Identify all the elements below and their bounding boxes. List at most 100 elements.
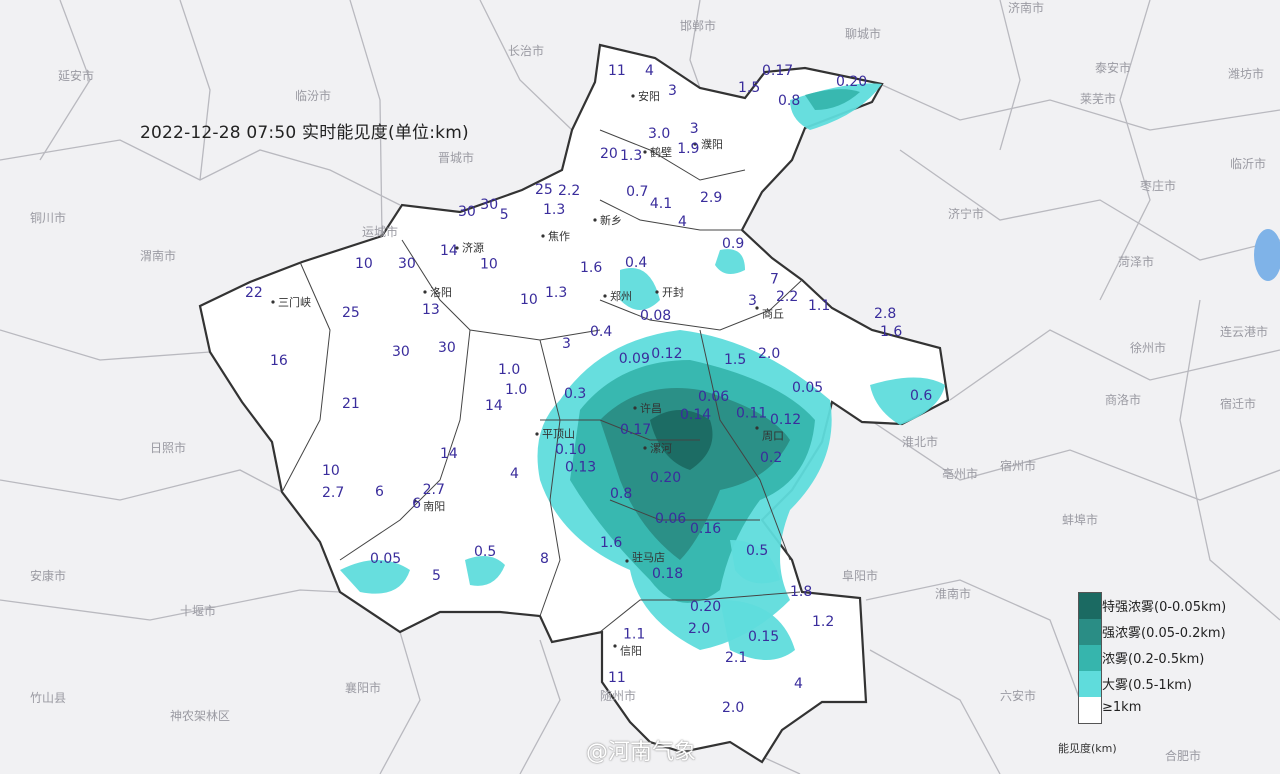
visibility-value: 21 [342,396,360,412]
city-dot [755,306,759,310]
visibility-value: 1.3 [620,148,642,164]
neighbor-boundary [519,639,561,774]
visibility-value: 1.3 [543,202,565,218]
province-city-label: 周口 [762,429,784,442]
visibility-value: 4 [510,466,519,482]
visibility-value: 0.12 [651,346,682,362]
fog-area [720,600,795,660]
visibility-value: 0.20 [650,470,681,486]
neighbor-city-label: 长治市 [508,43,544,58]
visibility-value: 30 [392,344,410,360]
visibility-value: 2.0 [688,621,710,637]
visibility-value: 0.5 [746,543,768,559]
neighbor-city-label: 随州市 [600,688,636,703]
city-dot [455,246,459,250]
neighbor-city-label: 十堰市 [180,603,216,618]
visibility-value: 5 [500,207,509,223]
neighbor-city-label: 宿迁市 [1220,396,1256,411]
province-city-label: 洛阳 [430,285,452,299]
province-city-label: 南阳 [423,500,445,513]
neighbor-city-label: 济南市 [1008,0,1044,15]
neighbor-city-label: 临沂市 [1230,156,1266,171]
visibility-value: 30 [480,197,498,213]
neighbor-city-label: 日照市 [150,440,186,455]
neighbor-boundary [349,0,383,237]
visibility-value: 0.17 [762,63,793,79]
fog-areas [340,83,945,660]
visibility-value: 2.7 [423,482,445,498]
neighbor-city-label: 晋城市 [438,150,474,165]
province-city-label: 焦作 [548,230,570,243]
neighbor-boundary [865,579,1081,701]
fog-area [465,556,505,586]
visibility-value: 0.18 [652,566,683,582]
visibility-value: 0.09 [619,351,650,367]
legend-swatch-dense-fog [1079,645,1101,671]
visibility-value: 0.13 [565,460,596,476]
prefecture-boundary [599,591,801,633]
visibility-value: 0.20 [690,599,721,615]
neighbor-city-label: 阜阳市 [842,568,878,583]
visibility-value: 3 [690,121,699,137]
neighbor-city-label: 合肥市 [1165,748,1201,763]
visibility-value: 3 [668,83,677,99]
neighbor-city-label: 莱芜市 [1080,91,1116,106]
visibility-value: 1.6 [600,535,622,551]
province-city-label: 濮阳 [701,137,723,151]
legend-swatch-clear [1079,697,1101,723]
neighbor-city-label: 临汾市 [295,88,331,103]
city-dot [593,218,597,222]
city-dot [613,644,617,648]
city-dot [693,142,697,146]
neighbor-city-label: 聊城市 [845,26,881,41]
legend-label: ≥1km [1102,700,1142,715]
province-city-label: 新乡 [600,213,622,227]
neighbor-city-label: 亳州市 [942,466,978,481]
watermark: @河南气象 [586,740,697,765]
city-dot [271,300,275,304]
visibility-value: 0.14 [680,407,711,423]
prefecture-boundary [599,279,803,331]
map-title: 2022-12-28 07:50 实时能见度(单位:km) [140,123,469,143]
legend-label: 大雾(0.5-1km) [1102,678,1192,693]
province-city-label: 许昌 [640,402,662,415]
visibility-value: 11 [608,63,626,79]
prefecture-boundary [699,329,791,561]
neighbor-city-label: 邯郸市 [680,18,716,33]
visibility-value: 30 [438,340,456,356]
visibility-value: 1.1 [623,627,645,643]
province-city-label: 平顶山 [542,428,575,441]
neighbor-boundary [689,0,701,89]
neighbor-city-label: 铜川市 [30,210,66,225]
prefecture-boundary [539,339,561,617]
visibility-value: 0.4 [625,255,647,271]
legend-color-bar [1078,592,1102,724]
visibility-value: 1.5 [738,80,760,96]
visibility-value: 2.0 [758,346,780,362]
neighbor-city-label: 商洛市 [1105,392,1141,407]
city-dot [643,150,647,154]
visibility-value: 1.9 [677,141,699,157]
city-dot [655,290,659,294]
neighbor-boundary [379,631,421,774]
visibility-value: 0.2 [760,450,782,466]
neighbor-city-label: 渭南市 [140,248,176,263]
visibility-value: 2.8 [874,306,896,322]
visibility-value: 5 [432,568,441,584]
neighbor-city-label: 运城市 [362,224,398,239]
visibility-value: 0.06 [655,511,686,527]
neighbor-city-label: 淮北市 [902,434,938,449]
prefecture-boundary [599,129,746,181]
fog-area [600,388,790,560]
visibility-value: 3 [562,336,571,352]
city-dot [643,446,647,450]
neighbor-boundary [39,0,91,161]
visibility-value: 0.5 [474,544,496,560]
neighbor-city-label: 竹山县 [30,691,66,705]
prefecture-boundary [599,199,742,231]
visibility-value: 1.1 [808,298,830,314]
